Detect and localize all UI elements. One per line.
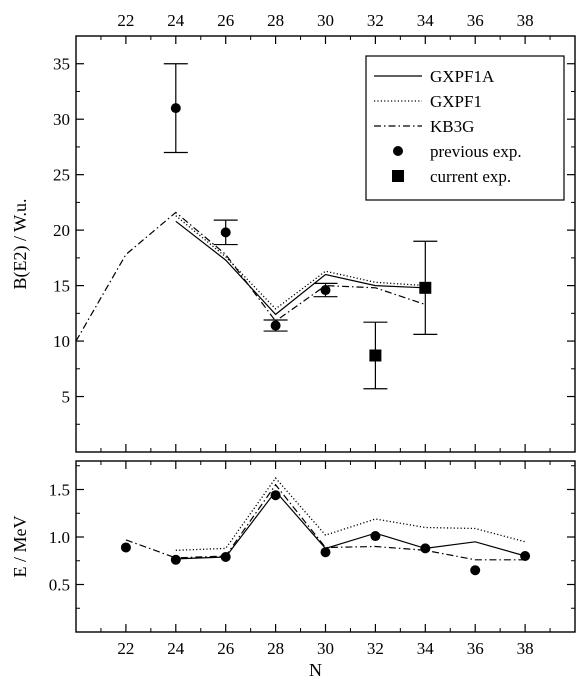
y-axis-title: E / MeV <box>10 516 30 578</box>
data-point-previous-exp <box>270 320 281 331</box>
series-line-kb3g <box>76 211 426 342</box>
data-point-previous-exp <box>220 551 231 562</box>
legend-marker-previous-exp <box>393 146 403 156</box>
x-tick-label: 30 <box>317 639 334 658</box>
x-tick-label: 32 <box>367 639 384 658</box>
series-line-gxpf1 <box>175 477 526 551</box>
data-point-previous-exp <box>320 547 331 558</box>
legend: GXPF1A GXPF1 KB3G previous exp. current exp. <box>365 55 565 201</box>
data-point-current-exp <box>419 281 432 294</box>
legend-label-gxpf1a: GXPF1A <box>430 67 495 86</box>
top-panel-bE2: 22 24 26 28 30 32 34 36 38 5 10 15 20 25 30 35 B(E2) / W… <box>10 11 576 453</box>
plot-area-1 <box>120 477 531 576</box>
x-tick-label: 22 <box>117 639 134 658</box>
x-tick-label-top: 32 <box>367 11 384 30</box>
legend-label-gxpf1: GXPF1 <box>430 92 482 111</box>
data-point-previous-exp <box>270 490 281 501</box>
x-tick-label-top: 22 <box>117 11 134 30</box>
y-axis-title: B(E2) / W.u. <box>10 198 31 289</box>
y-tick-label: 5 <box>62 388 71 407</box>
legend-label-previous-exp: previous exp. <box>430 142 522 161</box>
data-point-previous-exp <box>170 554 181 565</box>
x-tick-label-top: 24 <box>167 11 185 30</box>
data-point-previous-exp <box>520 551 531 561</box>
x-tick-label-top: 34 <box>417 11 435 30</box>
x-tick-label: 26 <box>217 639 234 658</box>
x-axis-title: N <box>309 660 322 680</box>
x-tick-label: 24 <box>167 639 185 658</box>
x-tick-label: 28 <box>267 639 284 658</box>
data-point-previous-exp <box>420 543 431 554</box>
plot-area-0 <box>76 63 438 390</box>
y-tick-label: 0.5 <box>49 576 70 595</box>
y-tick-label: 1.5 <box>49 481 70 500</box>
data-point-previous-exp <box>120 542 131 553</box>
x-tick-label: 36 <box>467 639 484 658</box>
series-line-gxpf1 <box>175 215 426 310</box>
y-tick-label: 20 <box>53 221 70 240</box>
series-line-gxpf1a <box>175 490 526 560</box>
x-tick-label-top: 36 <box>467 11 484 30</box>
data-point-previous-exp <box>370 531 381 542</box>
legend-marker-current-exp <box>392 170 404 182</box>
y-tick-label: 1.0 <box>49 528 70 547</box>
plot-frame-1 <box>75 460 576 633</box>
y-tick-label: 35 <box>53 55 70 74</box>
data-point-previous-exp <box>170 103 181 114</box>
x-tick-label: 34 <box>417 639 435 658</box>
series-line-gxpf1a <box>175 220 426 316</box>
data-point-current-exp <box>369 349 382 362</box>
x-tick-label-top: 38 <box>517 11 534 30</box>
legend-label-current-exp: current exp. <box>430 167 511 186</box>
x-tick-label-top: 26 <box>217 11 234 30</box>
x-tick-label-top: 30 <box>317 11 334 30</box>
y-tick-label: 30 <box>53 110 70 129</box>
y-tick-label: 10 <box>53 332 70 351</box>
x-tick-label: 38 <box>517 639 534 658</box>
x-tick-label-top: 28 <box>267 11 284 30</box>
bottom-panel-energy: 22 24 26 28 30 32 34 36 38 0.5 1.0 1.5 E / MeV N <box>10 460 576 680</box>
y-tick-label: 25 <box>53 166 70 185</box>
y-tick-label: 15 <box>53 277 70 296</box>
data-point-previous-exp <box>470 565 481 576</box>
data-point-previous-exp <box>320 285 331 296</box>
data-point-previous-exp <box>220 227 231 238</box>
legend-label-kb3g: KB3G <box>430 117 474 136</box>
